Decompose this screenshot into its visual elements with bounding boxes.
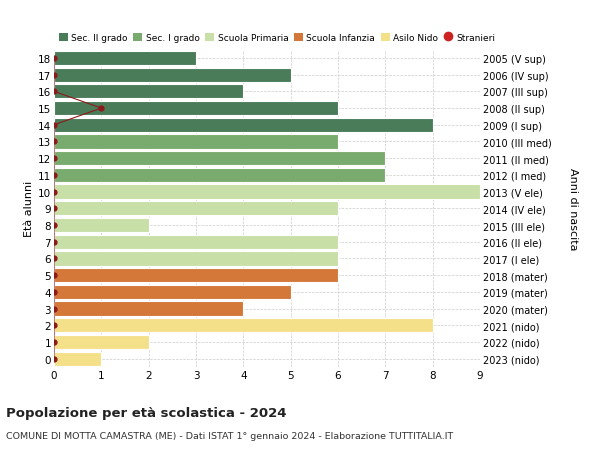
Text: Popolazione per età scolastica - 2024: Popolazione per età scolastica - 2024 [6,406,287,419]
Bar [54,118,433,133]
Legend: Sec. II grado, Sec. I grado, Scuola Primaria, Scuola Infanzia, Asilo Nido, Stran: Sec. II grado, Sec. I grado, Scuola Prim… [59,34,496,43]
Bar [54,252,338,266]
Bar [54,85,244,99]
Bar [54,202,338,216]
Y-axis label: Anni di nascita: Anni di nascita [568,168,578,250]
Bar [54,235,338,249]
Bar [54,185,480,199]
Bar [54,352,101,366]
Y-axis label: Età alunni: Età alunni [24,181,34,237]
Bar [54,52,196,66]
Bar [54,335,149,349]
Bar [54,285,290,299]
Text: COMUNE DI MOTTA CAMASTRA (ME) - Dati ISTAT 1° gennaio 2024 - Elaborazione TUTTIT: COMUNE DI MOTTA CAMASTRA (ME) - Dati IST… [6,431,453,441]
Bar [54,168,385,183]
Bar [54,152,385,166]
Bar [54,135,338,149]
Bar [54,269,338,283]
Bar [54,218,149,233]
Bar [54,68,290,83]
Bar [54,302,244,316]
Bar [54,319,433,333]
Bar [54,102,338,116]
